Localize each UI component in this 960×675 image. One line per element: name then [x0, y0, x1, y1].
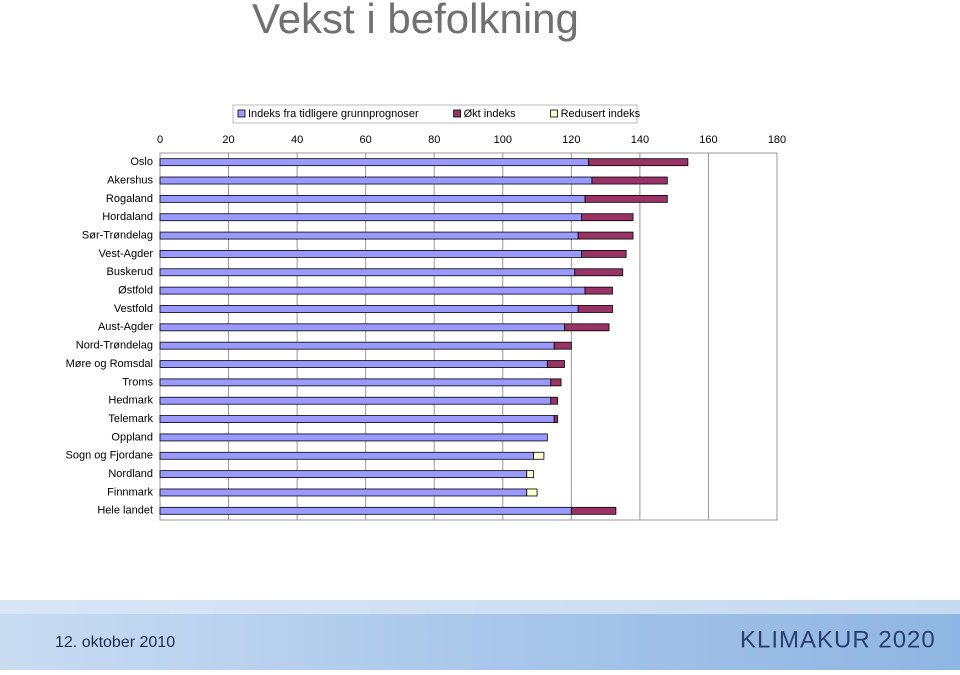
bar-segment — [588, 158, 689, 167]
y-tick-label: Aust-Agder — [98, 321, 153, 333]
bar-segment — [159, 213, 583, 222]
y-tick-label: Østfold — [118, 285, 153, 297]
y-tick-label: Rogaland — [106, 193, 153, 205]
bar-segment — [159, 158, 589, 167]
y-tick-label: Nord-Trøndelag — [76, 340, 153, 352]
y-tick-label: Akershus — [107, 174, 153, 186]
y-tick-label: Vest-Agder — [99, 248, 154, 260]
y-tick-label: Hordaland — [102, 211, 153, 223]
bar-segment — [159, 305, 579, 313]
y-tick-label: Oslo — [130, 156, 153, 168]
x-tick-label: 100 — [494, 134, 512, 146]
legend-swatch — [550, 109, 558, 118]
bar-segment — [159, 286, 586, 295]
bar-segment — [159, 323, 565, 332]
y-tick-label: Buskerud — [107, 266, 153, 278]
legend-label: Økt indeks — [464, 108, 516, 120]
bar-segment — [159, 488, 528, 497]
bar-segment — [550, 396, 559, 405]
footer-clouds — [0, 600, 960, 614]
y-tick-label: Hele landet — [97, 505, 153, 517]
bar-segment — [581, 213, 634, 222]
bar-segment — [526, 488, 538, 497]
legend-swatch — [237, 109, 246, 118]
bar-segment — [159, 378, 552, 387]
bar-segment — [526, 470, 535, 479]
x-tick-label: 0 — [157, 134, 163, 146]
bar-segment — [159, 268, 576, 277]
bar-segment — [574, 268, 624, 277]
bar-segment — [553, 341, 572, 350]
plot-area — [159, 152, 778, 521]
bar-segment — [159, 194, 586, 203]
y-tick-label: Sogn og Fjordane — [66, 450, 153, 462]
x-tick-label: 20 — [222, 134, 234, 146]
legend-box — [232, 104, 638, 124]
y-tick-label: Telemark — [108, 413, 153, 425]
y-tick-label: Hedmark — [108, 395, 153, 407]
bar-segment — [577, 231, 634, 240]
bar-segment — [159, 231, 579, 240]
bar-segment — [570, 506, 617, 515]
bar-segment — [159, 470, 528, 479]
bar-segment — [159, 506, 572, 515]
x-tick-label: 40 — [291, 134, 303, 146]
bar-segment — [533, 451, 545, 460]
bar-segment — [159, 176, 593, 185]
y-tick-label: Vestfold — [114, 303, 153, 315]
bar-segment — [159, 360, 548, 368]
bar-segment — [581, 250, 627, 258]
x-tick-label: 80 — [428, 134, 440, 146]
bar-segment — [159, 250, 583, 258]
bar-segment — [550, 378, 562, 387]
bar-segment — [577, 305, 613, 313]
bar-segment — [564, 323, 610, 332]
y-tick-label: Nordland — [108, 468, 153, 480]
y-tick-label: Troms — [122, 376, 153, 388]
bar-segment — [159, 451, 535, 460]
y-tick-label: Oppland — [111, 431, 153, 443]
bar-segment — [159, 341, 555, 350]
legend-label: Indeks fra tidligere grunnprognoser — [248, 108, 419, 120]
legend-label: Redusert indeks — [561, 108, 641, 120]
y-tick-label: Finnmark — [107, 486, 153, 498]
bar-segment — [159, 433, 548, 442]
bar-segment — [591, 176, 668, 185]
x-tick-label: 140 — [631, 134, 649, 146]
bar-segment — [546, 360, 565, 368]
bar-segment — [159, 396, 552, 405]
slide-title: Vekst i befolkning — [252, 0, 579, 42]
bar-segment — [159, 415, 555, 423]
y-tick-label: Sør-Trøndelag — [82, 229, 153, 241]
legend-swatch — [453, 109, 462, 118]
bar-segment — [553, 415, 559, 423]
footer-date: 12. oktober 2010 — [55, 634, 175, 651]
x-tick-label: 180 — [768, 134, 786, 146]
y-tick-label: Møre og Romsdal — [66, 358, 153, 370]
bar-segment — [584, 286, 613, 295]
x-tick-label: 60 — [360, 134, 372, 146]
footer-brand: KLIMAKUR 2020 — [740, 626, 936, 653]
bar-segment — [584, 194, 668, 203]
x-tick-label: 120 — [562, 134, 580, 146]
x-tick-label: 160 — [699, 134, 717, 146]
